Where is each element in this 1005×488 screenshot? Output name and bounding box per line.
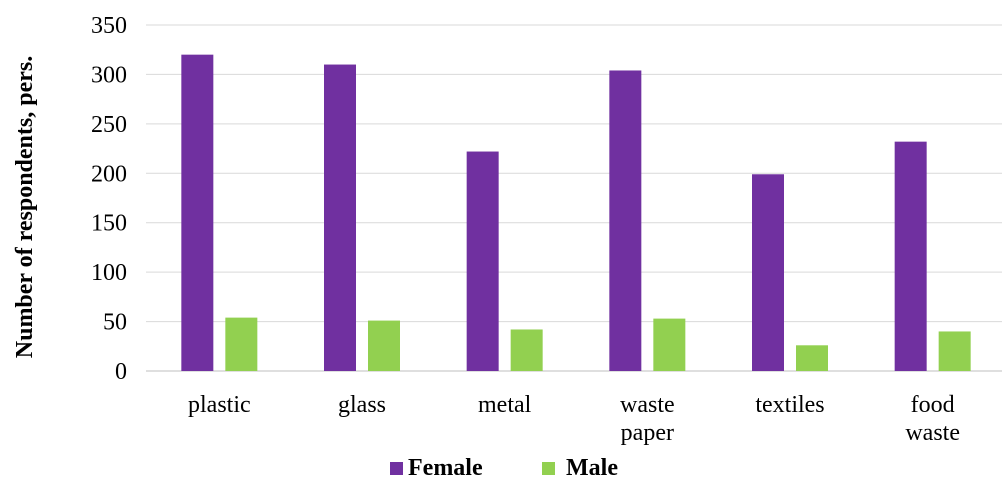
legend-swatch-male (542, 462, 555, 475)
x-tick-label: waste (620, 392, 675, 418)
y-tick-label: 200 (91, 161, 127, 187)
bar-female-4 (752, 174, 784, 371)
x-tick-label: textiles (755, 392, 824, 418)
bar-male-1 (368, 320, 400, 371)
legend-label-female: Female (408, 455, 483, 481)
bar-male-0 (225, 317, 258, 371)
x-tick-label: paper (621, 420, 674, 446)
y-tick-label: 350 (91, 13, 127, 39)
grid-layer (146, 24, 1002, 372)
bar-male-3 (653, 318, 686, 371)
legend-label-male: Male (566, 455, 618, 481)
bar-male-5 (938, 331, 971, 371)
x-tick-label: plastic (188, 392, 251, 418)
y-tick-label: 150 (91, 211, 127, 237)
bar-male-2 (510, 329, 543, 371)
y-tick-label: 250 (91, 112, 127, 138)
bars-layer (181, 54, 971, 372)
x-tick-label: glass (338, 392, 386, 418)
bar-female-5 (894, 141, 927, 371)
bar-female-3 (609, 70, 642, 371)
legend-swatch-female (390, 462, 403, 475)
bar-female-1 (324, 64, 356, 372)
x-tick-label: food (911, 392, 955, 418)
bar-female-2 (466, 151, 499, 371)
x-tick-label: metal (478, 392, 532, 418)
legend: Female Male (390, 455, 618, 481)
y-axis-ticks: 0 50 100 150 200 250 300 350 (91, 13, 127, 385)
x-tick-label: waste (905, 420, 960, 446)
y-tick-label: 100 (91, 260, 127, 286)
y-tick-label: 300 (91, 62, 127, 88)
bar-male-4 (796, 345, 828, 371)
y-axis-title: Number of respondents, pers. (12, 56, 38, 358)
bar-female-0 (181, 54, 214, 372)
y-tick-label: 50 (103, 310, 127, 336)
y-tick-label: 0 (115, 359, 127, 385)
